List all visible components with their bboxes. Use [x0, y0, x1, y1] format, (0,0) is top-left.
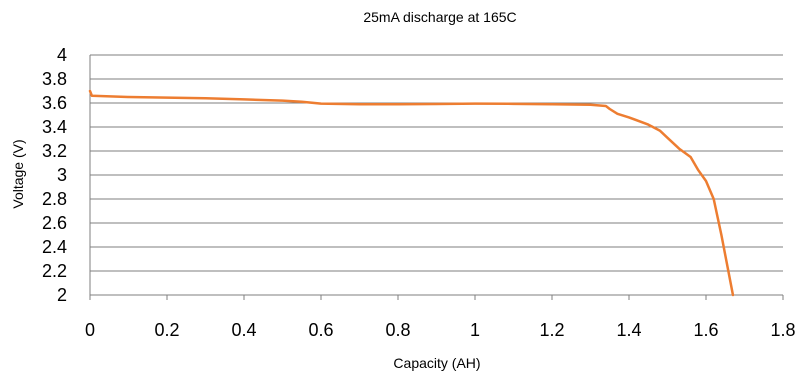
series-line: [88, 89, 735, 297]
y-tick-label: 3.8: [42, 69, 67, 89]
x-tick-label: 1.2: [539, 320, 564, 340]
chart-title: 25mA discharge at 165C: [363, 9, 516, 25]
x-tick-label: 0.2: [154, 320, 179, 340]
x-tick-label: 0.8: [385, 320, 410, 340]
grid-lines: [90, 54, 783, 296]
y-tick-label: 3: [57, 165, 67, 185]
y-tick-label: 2.6: [42, 213, 67, 233]
axes: [89, 55, 784, 300]
y-tick-label: 3.6: [42, 93, 67, 113]
x-tick-label: 1.4: [616, 320, 641, 340]
x-tick-label: 0.6: [308, 320, 333, 340]
x-tick-label: 1: [470, 320, 480, 340]
y-axis-label: Voltage (V): [10, 139, 26, 208]
x-tick-label: 0.4: [231, 320, 256, 340]
y-tick-labels: 2 2.2 2.4 2.6 2.8 3 3.2 3.4 3.6 3.8 4: [42, 45, 67, 305]
y-tick-label: 2.2: [42, 261, 67, 281]
y-tick-label: 2.4: [42, 237, 67, 257]
x-tick-label: 1.8: [770, 320, 795, 340]
x-axis-label: Capacity (AH): [393, 355, 480, 371]
x-tick-labels: 0 0.2 0.4 0.6 0.8 1 1.2 1.4 1.6 1.8: [85, 320, 796, 340]
series-layer: [88, 89, 735, 297]
x-tick-label: 0: [85, 320, 95, 340]
y-tick-label: 4: [57, 45, 67, 65]
y-tick-label: 2: [57, 285, 67, 305]
x-tick-label: 1.6: [693, 320, 718, 340]
y-tick-label: 3.2: [42, 141, 67, 161]
y-tick-label: 2.8: [42, 189, 67, 209]
y-tick-label: 3.4: [42, 117, 67, 137]
